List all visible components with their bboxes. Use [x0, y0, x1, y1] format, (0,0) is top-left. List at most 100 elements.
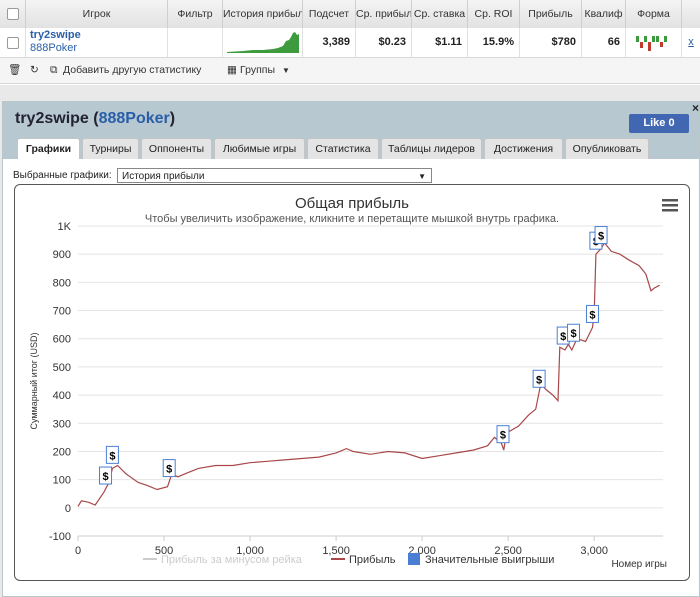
- tab-publish[interactable]: Опубликовать: [565, 138, 649, 159]
- qual-cell: 66: [582, 28, 626, 57]
- menu-icon: [662, 204, 678, 207]
- big-win-marker: [594, 226, 608, 245]
- chevron-down-icon[interactable]: ▼: [282, 66, 290, 75]
- tab-favorite-games[interactable]: Любимые игры: [214, 138, 305, 159]
- col-avg-roi[interactable]: Ср. ROI: [468, 0, 520, 28]
- y-tick-label: 0: [65, 503, 71, 515]
- row-checkbox[interactable]: [7, 37, 19, 49]
- x-tick-label: 0: [75, 545, 81, 557]
- col-filter[interactable]: Фильтр: [168, 0, 223, 28]
- refresh-icon[interactable]: ↻: [30, 64, 39, 76]
- chart-select-value: История прибыли: [122, 171, 205, 182]
- panel-title: try2swipe (888Poker): [15, 110, 176, 127]
- chart-title: Общая прибыль: [295, 195, 409, 212]
- big-win-marker: [532, 369, 546, 388]
- groups-button[interactable]: Группы: [240, 64, 275, 76]
- big-win-label: $: [598, 231, 604, 243]
- facebook-like-button[interactable]: Like 0: [629, 114, 689, 133]
- big-win-marker: [99, 466, 113, 485]
- close-panel-icon[interactable]: ×: [691, 101, 699, 115]
- form-cell: [626, 28, 682, 57]
- profit-series-line: [77, 241, 660, 507]
- legend-rake-label: Прибыль за минусом рейка: [161, 554, 303, 566]
- player-name-link[interactable]: try2swipe: [30, 29, 81, 41]
- y-tick-label: 600: [53, 334, 71, 346]
- tab-statistics[interactable]: Статистика: [307, 138, 379, 159]
- profit-chart[interactable]: Общая прибыль Чтобы увеличить изображение…: [14, 184, 690, 581]
- big-win-label: $: [166, 464, 172, 476]
- y-tick-label: 400: [53, 390, 71, 402]
- player-cell: try2swipe 888Poker: [26, 28, 168, 57]
- facebook-like-label: Like 0: [643, 117, 675, 129]
- tab-tournaments[interactable]: Турниры: [82, 138, 139, 159]
- add-stats-icon[interactable]: ⧉: [50, 64, 58, 76]
- table-toolbar: 🗑 ↻ ⧉ Добавить другую статистику ▦ Групп…: [0, 58, 700, 84]
- tab-leaderboards[interactable]: Таблицы лидеров: [381, 138, 482, 159]
- legend-profit-label: Прибыль: [349, 554, 396, 566]
- col-qual[interactable]: Квалиф: [582, 0, 626, 28]
- col-form[interactable]: Форма: [626, 0, 682, 28]
- big-win-label: $: [570, 328, 576, 340]
- big-win-label: $: [109, 450, 115, 462]
- y-tick-label: 100: [53, 475, 71, 487]
- panel-site-link[interactable]: 888Poker: [98, 110, 170, 127]
- add-stats-button[interactable]: Добавить другую статистику: [63, 64, 202, 76]
- chart-select[interactable]: История прибыли ▼: [117, 168, 432, 183]
- history-sparkline[interactable]: [223, 28, 303, 57]
- y-tick-label: 300: [53, 418, 71, 430]
- trash-icon[interactable]: 🗑: [8, 64, 22, 76]
- avg-stake-cell: $1.11: [412, 28, 468, 57]
- y-tick-label: 800: [53, 277, 71, 289]
- big-win-label: $: [536, 374, 542, 386]
- big-win-label: $: [500, 430, 506, 442]
- big-win-label: $: [102, 471, 108, 483]
- filter-cell: [168, 28, 223, 57]
- col-player[interactable]: Игрок: [26, 0, 168, 28]
- legend-bigwin-swatch: [408, 553, 420, 565]
- col-avg-profit[interactable]: Ср. прибыль: [356, 0, 412, 28]
- x-tick-label: 500: [155, 545, 173, 557]
- x-tick-label: 1,500: [322, 545, 350, 557]
- tab-charts[interactable]: Графики: [17, 138, 80, 159]
- col-count[interactable]: Подсчет: [303, 0, 356, 28]
- avg-roi-cell: 15.9%: [468, 28, 520, 57]
- col-history[interactable]: История прибыл: [223, 0, 303, 28]
- panel-header: try2swipe (888Poker) Like 0: [3, 102, 699, 137]
- y-tick-label: 500: [53, 362, 71, 374]
- big-win-label: $: [589, 309, 595, 321]
- col-avg-stake[interactable]: Ср. ставка: [412, 0, 468, 28]
- big-win-label: $: [560, 331, 566, 343]
- y-tick-label: 700: [53, 306, 71, 318]
- y-axis-title: Суммарный итог (USD): [29, 332, 39, 429]
- legend-bigwin-label: Значительные выигрыши: [425, 554, 554, 566]
- x-tick-label: 2,500: [494, 545, 522, 557]
- remove-row-link[interactable]: x: [688, 36, 694, 48]
- y-tick-label: 900: [53, 249, 71, 261]
- player-panel: try2swipe (888Poker) Like 0 Графики Турн…: [2, 101, 700, 597]
- table-row: try2swipe 888Poker 3,389 $0.23 $1.11 15.…: [0, 28, 700, 58]
- stats-table: Игрок Фильтр История прибыл Подсчет Ср. …: [0, 0, 700, 85]
- profit-cell: $780: [520, 28, 582, 57]
- col-profit[interactable]: Прибыль: [520, 0, 582, 28]
- tab-opponents[interactable]: Оппоненты: [141, 138, 212, 159]
- big-win-marker: [567, 323, 581, 342]
- groups-icon[interactable]: ▦: [227, 64, 237, 76]
- chevron-down-icon: ▼: [418, 172, 426, 181]
- menu-icon: [662, 209, 678, 212]
- tab-achievements[interactable]: Достижения: [484, 138, 563, 159]
- x-axis-title: Номер игры: [611, 559, 667, 570]
- y-tick-label: 1K: [58, 221, 72, 233]
- count-cell: 3,389: [303, 28, 356, 57]
- panel-player-name: try2swipe: [15, 110, 89, 127]
- panel-tabs: Графики Турниры Оппоненты Любимые игры С…: [3, 137, 699, 159]
- player-site[interactable]: 888Poker: [30, 42, 78, 54]
- table-header: Игрок Фильтр История прибыл Подсчет Ср. …: [0, 0, 700, 29]
- row-select-cell[interactable]: [0, 28, 26, 57]
- big-win-marker: [162, 459, 176, 478]
- chart-subtitle: Чтобы увеличить изображение, кликните и …: [145, 213, 559, 225]
- form-bars: [636, 36, 667, 51]
- select-all-checkbox[interactable]: [7, 8, 19, 20]
- col-remove: [682, 0, 700, 28]
- select-all-cell[interactable]: [0, 0, 26, 28]
